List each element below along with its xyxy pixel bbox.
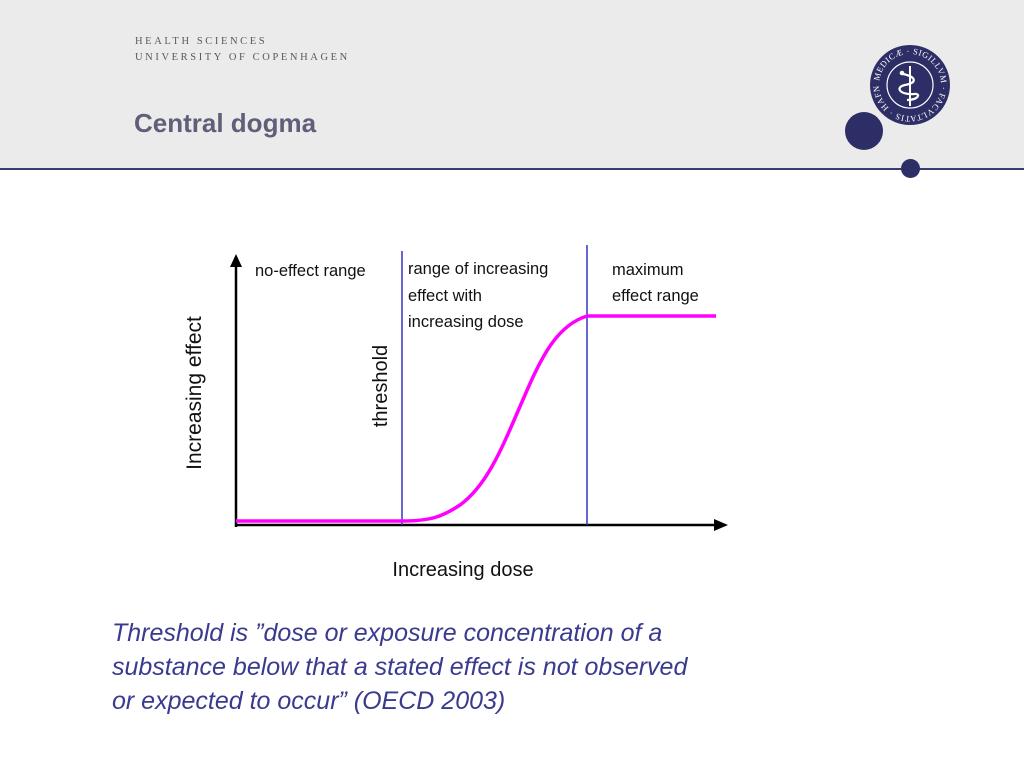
slide-title: Central dogma: [134, 108, 317, 138]
threshold-label: threshold: [370, 345, 392, 427]
region-label-maximum-line-2: effect range: [612, 287, 699, 305]
caption-line-1: Threshold is ”dose or exposure concentra…: [112, 619, 663, 647]
region-label-increasing-line-2: effect with: [408, 287, 482, 305]
caption-line-2: substance below that a stated effect is …: [112, 653, 688, 681]
region-label-no-effect: no-effect range: [255, 262, 366, 280]
header-rule: [0, 168, 1024, 170]
caption-line-3: or expected to occur” (OECD 2003): [112, 687, 506, 715]
x-axis-arrowhead: [714, 519, 728, 531]
decorative-dot-large: [845, 112, 883, 150]
x-axis-label: Increasing dose: [392, 559, 533, 581]
y-axis-label: Increasing effect: [183, 316, 206, 470]
university-seal-logo: MEDICÆ · SIGILLVM · FACVLTATIS · HAFNIEN…: [869, 44, 950, 125]
region-label-increasing-line-1: range of increasing: [408, 260, 548, 278]
brand-line-1: Health Sciences: [135, 36, 268, 47]
threshold-definition-caption: Threshold is ”dose or exposure concentra…: [112, 616, 912, 718]
brand-line-2: University of Copenhagen: [135, 52, 350, 63]
region-label-maximum-line-1: maximum: [612, 261, 684, 279]
dose-response-curve: [236, 314, 716, 523]
y-axis-arrowhead: [230, 254, 242, 267]
dose-response-diagram: Increasing effect threshold Increasing d…: [183, 245, 728, 581]
decorative-dot-small: [901, 159, 920, 178]
region-label-increasing-line-3: increasing dose: [408, 313, 524, 331]
